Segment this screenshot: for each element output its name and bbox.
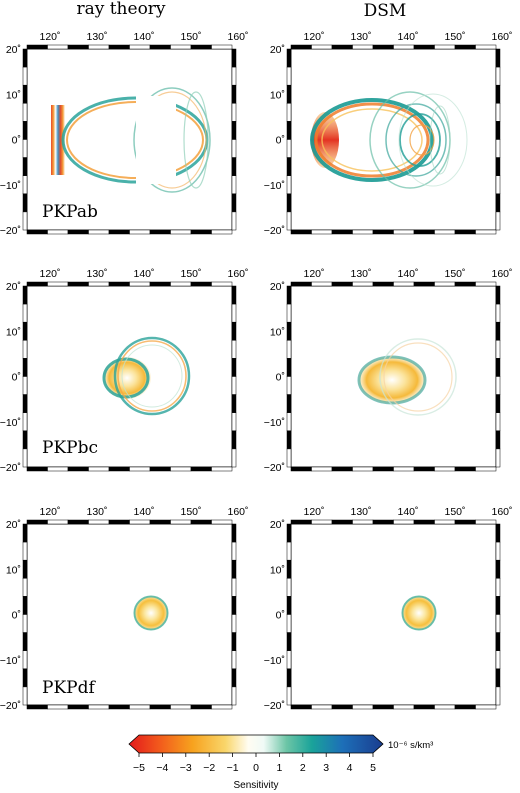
x-tick-label: 150˚ <box>444 268 465 280</box>
x-tick-label: 120˚ <box>39 31 60 43</box>
y-tick-label: −10˚ <box>264 655 285 667</box>
x-tick-label: 160˚ <box>227 506 248 518</box>
x-tick-label: 140˚ <box>397 268 418 280</box>
y-tick-label: 20˚ <box>270 44 285 56</box>
y-tick-label: −20˚ <box>0 462 21 474</box>
panel-pkpab-ray: PKPab <box>26 48 233 231</box>
y-tick-label: 10˚ <box>270 89 285 101</box>
colorbar-tick-label: 3 <box>323 762 329 774</box>
x-tick-label: 120˚ <box>303 31 324 43</box>
y-tick-label: 20˚ <box>6 44 21 56</box>
panel-axes: 120˚ 130˚ 140˚ 150˚ 160˚ 20˚ 10˚ 0˚ −10˚ −20˚ 120˚… <box>0 31 513 712</box>
colorbar-tick-label: 5 <box>370 762 376 774</box>
x-tick-label: 130˚ <box>350 268 371 280</box>
panel-pkpbc-ray: PKPbc <box>26 285 233 468</box>
colorbar-tick-label: 4 <box>347 762 353 774</box>
y-tick-label: −20˚ <box>264 700 285 712</box>
panel-pkpbc-dsm <box>290 285 497 468</box>
x-tick-label: 130˚ <box>86 31 107 43</box>
x-tick-label: 140˚ <box>133 506 154 518</box>
phase-label-pkpbc: PKPbc <box>42 438 98 458</box>
x-tick-label: 140˚ <box>397 31 418 43</box>
x-tick-label: 150˚ <box>444 31 465 43</box>
x-tick-label: 150˚ <box>180 268 201 280</box>
x-tick-label: 160˚ <box>227 268 248 280</box>
y-tick-label: 10˚ <box>270 326 285 338</box>
column-title-dsm: DSM <box>364 1 407 21</box>
x-tick-label: 150˚ <box>444 506 465 518</box>
x-tick-label: 130˚ <box>86 268 107 280</box>
x-tick-label: 120˚ <box>303 506 324 518</box>
y-tick-label: −20˚ <box>0 225 21 237</box>
phase-label-pkpab: PKPab <box>42 202 98 222</box>
y-tick-label: −20˚ <box>264 225 285 237</box>
y-tick-label: −10˚ <box>0 180 21 192</box>
x-tick-label: 140˚ <box>397 506 418 518</box>
x-tick-label: 130˚ <box>350 31 371 43</box>
colorbar: −5 −4 −3 −2 −1 0 1 2 3 4 5 10⁻⁶ s/km³ Sensitivity <box>128 734 433 791</box>
y-tick-label: −10˚ <box>0 417 21 429</box>
colorbar-tick-label: −4 <box>156 762 168 774</box>
colorbar-title: Sensitivity <box>233 780 278 791</box>
y-tick-label: 20˚ <box>270 519 285 531</box>
panel-pkpdf-ray: PKPdf <box>26 523 233 706</box>
colorbar-tick-label: −5 <box>133 762 145 774</box>
colorbar-ticks: −5 −4 −3 −2 −1 0 1 2 3 4 5 <box>133 753 376 774</box>
y-tick-label: 0˚ <box>276 610 285 622</box>
y-tick-label: 0˚ <box>12 610 21 622</box>
colorbar-tick-label: 2 <box>300 762 306 774</box>
colorbar-unit: 10⁻⁶ s/km³ <box>388 740 433 751</box>
y-tick-label: 0˚ <box>276 135 285 147</box>
y-tick-label: 20˚ <box>6 281 21 293</box>
y-tick-label: 10˚ <box>6 326 21 338</box>
y-tick-label: 10˚ <box>6 564 21 576</box>
y-tick-label: −20˚ <box>0 700 21 712</box>
panel-pkpab-dsm <box>290 48 497 231</box>
x-tick-label: 140˚ <box>133 268 154 280</box>
y-tick-label: 0˚ <box>276 372 285 384</box>
x-tick-label: 160˚ <box>491 31 512 43</box>
panel-pkpdf-dsm <box>290 523 497 706</box>
y-tick-label: 10˚ <box>6 89 21 101</box>
x-tick-label: 130˚ <box>350 506 371 518</box>
phase-label-pkpdf: PKPdf <box>42 678 96 698</box>
x-tick-label: 120˚ <box>303 268 324 280</box>
colorbar-tick-label: −1 <box>227 762 239 774</box>
y-tick-label: −10˚ <box>0 655 21 667</box>
y-tick-label: 0˚ <box>12 372 21 384</box>
x-tick-label: 150˚ <box>180 506 201 518</box>
y-tick-label: −10˚ <box>264 417 285 429</box>
y-tick-label: 20˚ <box>270 281 285 293</box>
x-tick-label: 120˚ <box>39 268 60 280</box>
x-tick-label: 120˚ <box>39 506 60 518</box>
colorbar-tick-label: 0 <box>253 762 259 774</box>
y-tick-label: 20˚ <box>6 519 21 531</box>
x-tick-label: 130˚ <box>86 506 107 518</box>
y-tick-label: −20˚ <box>264 462 285 474</box>
colorbar-tick-label: 1 <box>276 762 282 774</box>
x-tick-label: 150˚ <box>180 31 201 43</box>
y-tick-label: 0˚ <box>12 135 21 147</box>
y-tick-label: 10˚ <box>270 564 285 576</box>
y-tick-label: −10˚ <box>264 180 285 192</box>
x-tick-label: 140˚ <box>133 31 154 43</box>
x-tick-label: 160˚ <box>491 268 512 280</box>
colorbar-tick-label: −3 <box>180 762 192 774</box>
x-tick-label: 160˚ <box>491 506 512 518</box>
column-title-ray-theory: ray theory <box>76 0 165 19</box>
colorbar-tick-label: −2 <box>203 762 215 774</box>
x-tick-label: 160˚ <box>227 31 248 43</box>
